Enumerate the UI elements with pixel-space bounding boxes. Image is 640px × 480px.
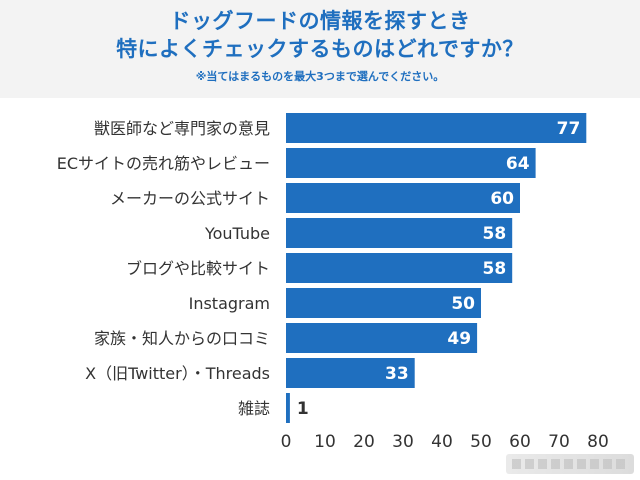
bar: [286, 148, 536, 178]
chart-title-line2: 特によくチェックするものはどれですか？: [116, 37, 524, 61]
x-tick-label: 70: [548, 432, 570, 452]
bar: [286, 113, 587, 143]
category-label: YouTube: [204, 224, 270, 243]
value-label: 77: [557, 119, 581, 139]
watermark-logo: [506, 454, 634, 474]
value-label: 58: [483, 224, 507, 244]
category-label: Instagram: [189, 294, 270, 313]
category-label: X（旧Twitter）・Threads: [85, 364, 270, 383]
value-label: 60: [490, 189, 514, 209]
x-tick-label: 0: [281, 432, 292, 452]
value-label: 49: [447, 329, 471, 349]
x-tick-label: 40: [431, 432, 453, 452]
x-tick-label: 10: [314, 432, 336, 452]
x-tick-label: 60: [509, 432, 531, 452]
bar: [286, 183, 520, 213]
category-label: ブログや比較サイト: [126, 259, 270, 278]
bar: [286, 358, 415, 388]
value-label: 58: [483, 259, 507, 279]
value-label: 50: [451, 294, 475, 314]
bar: [286, 253, 513, 283]
category-label: メーカーの公式サイト: [110, 189, 270, 208]
chart-title-line1: ドッグフードの情報を探すとき: [169, 9, 471, 33]
category-label: ECサイトの売れ筋やレビュー: [57, 154, 270, 173]
x-tick-label: 30: [392, 432, 414, 452]
bar: [286, 218, 513, 248]
x-tick-label: 80: [587, 432, 609, 452]
category-label: 家族・知人からの口コミ: [94, 329, 270, 348]
category-label: 雑誌: [238, 399, 270, 418]
bar: [286, 288, 481, 318]
category-label: 獣医師など専門家の意見: [94, 119, 270, 138]
bar: [286, 323, 478, 353]
value-label: 64: [506, 154, 530, 174]
value-label: 33: [385, 364, 409, 384]
bar: [286, 393, 290, 423]
x-tick-label: 20: [353, 432, 375, 452]
value-label: 1: [297, 399, 309, 419]
chart-note: ※当てはまるものを最大3つまで選んでください。: [195, 70, 445, 83]
header-banner: ドッグフードの情報を探すとき 特によくチェックするものはどれですか？ ※当てはま…: [0, 0, 640, 98]
x-tick-label: 50: [470, 432, 492, 452]
